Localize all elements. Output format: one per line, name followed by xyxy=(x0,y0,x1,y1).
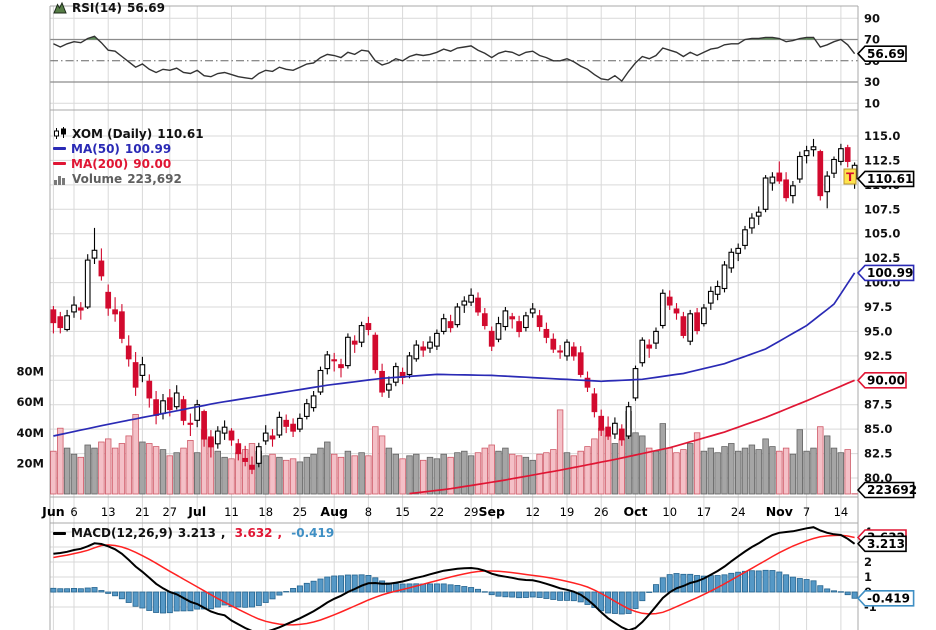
macd-sep1: , xyxy=(220,526,230,540)
svg-text:110.61: 110.61 xyxy=(867,172,913,186)
svg-text:80.0: 80.0 xyxy=(864,471,892,485)
macd-line-icon xyxy=(53,531,66,535)
rsi-legend-label: RSI(14) xyxy=(72,1,123,15)
svg-text:11: 11 xyxy=(224,505,239,519)
svg-text:10: 10 xyxy=(662,505,677,519)
svg-text:87.5: 87.5 xyxy=(864,398,892,412)
svg-text:Jul: Jul xyxy=(187,504,206,519)
ma200-value: 90.00 xyxy=(133,156,172,171)
candlestick-icon xyxy=(54,127,66,139)
rsi-legend: RSI(14) 56.69 xyxy=(53,1,165,15)
svg-text:56.69: 56.69 xyxy=(867,47,905,61)
svg-text:80M: 80M xyxy=(17,365,44,379)
svg-text:97.5: 97.5 xyxy=(864,300,892,314)
svg-text:1: 1 xyxy=(864,570,872,584)
svg-text:12: 12 xyxy=(525,505,540,519)
svg-text:107.5: 107.5 xyxy=(864,202,900,216)
svg-text:115.0: 115.0 xyxy=(864,129,900,143)
svg-text:30: 30 xyxy=(864,75,880,89)
svg-text:15: 15 xyxy=(395,505,410,519)
svg-text:29: 29 xyxy=(464,505,479,519)
price-legend-ma200-row: MA(200) 90.00 xyxy=(53,156,204,171)
svg-text:2: 2 xyxy=(864,555,872,569)
rsi-line xyxy=(53,35,856,82)
volume-bars xyxy=(50,409,858,495)
svg-text:24: 24 xyxy=(731,505,746,519)
svg-text:21: 21 xyxy=(135,505,150,519)
volume-label: Volume xyxy=(72,171,123,186)
macd-line xyxy=(53,526,856,630)
svg-text:13: 13 xyxy=(101,505,116,519)
rsi-overbought-fill xyxy=(53,36,855,40)
price-legend-ma50-row: MA(50) 100.99 xyxy=(53,141,204,156)
volume-bars-icon xyxy=(54,175,65,185)
svg-text:T: T xyxy=(846,170,854,184)
macd-signal-line xyxy=(53,534,855,626)
ma200-line-icon xyxy=(53,162,66,165)
last-price-value: 110.61 xyxy=(157,126,204,141)
svg-text:17: 17 xyxy=(697,505,712,519)
svg-text:90: 90 xyxy=(864,11,880,25)
macd-signal-value: 3.632 xyxy=(234,526,273,540)
svg-text:95.0: 95.0 xyxy=(864,324,892,338)
svg-text:14: 14 xyxy=(834,505,849,519)
ma50-value: 100.99 xyxy=(124,141,172,156)
ma50-line xyxy=(53,272,856,437)
svg-text:26: 26 xyxy=(594,505,609,519)
svg-text:7: 7 xyxy=(803,505,810,519)
rsi-area-icon xyxy=(53,1,67,14)
svg-text:19: 19 xyxy=(560,505,575,519)
svg-text:82.5: 82.5 xyxy=(864,447,892,461)
svg-text:10: 10 xyxy=(864,96,880,110)
svg-text:112.5: 112.5 xyxy=(864,153,900,167)
volume-value: 223,692 xyxy=(127,171,182,186)
svg-text:223692: 223692 xyxy=(867,483,917,497)
svg-text:Oct: Oct xyxy=(623,504,647,519)
svg-text:100.99: 100.99 xyxy=(867,266,913,280)
svg-text:40M: 40M xyxy=(17,426,44,440)
macd-legend: MACD(12,26,9) 3.213, 3.632, -0.419 xyxy=(53,526,334,540)
svg-text:Aug: Aug xyxy=(320,504,348,519)
rsi-legend-value: 56.69 xyxy=(127,1,165,15)
ma200-line xyxy=(409,379,855,495)
svg-text:90.00: 90.00 xyxy=(867,374,905,388)
svg-text:27: 27 xyxy=(162,505,177,519)
svg-text:92.5: 92.5 xyxy=(864,349,892,363)
price-legend: XOM (Daily) 110.61 MA(50) 100.99 MA(200) 90… xyxy=(53,126,204,186)
svg-text:60M: 60M xyxy=(17,395,44,409)
svg-text:Sep: Sep xyxy=(478,504,504,519)
price-legend-symbol-row: XOM (Daily) 110.61 xyxy=(53,126,204,141)
candlesticks xyxy=(50,138,858,475)
axis-callouts: 56.69110.61100.9990.002236923.6323.213-0… xyxy=(856,45,917,607)
macd-hist-value: -0.419 xyxy=(291,526,335,540)
svg-text:105.0: 105.0 xyxy=(864,227,900,241)
alert-marker-icon: T xyxy=(843,168,857,185)
svg-text:22: 22 xyxy=(430,505,445,519)
macd-value: 3.213 xyxy=(177,526,216,540)
ma50-line-icon xyxy=(53,147,66,150)
macd-sep2: , xyxy=(277,526,287,540)
svg-text:85.0: 85.0 xyxy=(864,422,892,436)
svg-text:6: 6 xyxy=(70,505,77,519)
ma200-label: MA(200) xyxy=(71,156,129,171)
symbol-label: XOM (Daily) xyxy=(72,126,153,141)
svg-text:102.5: 102.5 xyxy=(864,251,900,265)
svg-text:8: 8 xyxy=(365,505,372,519)
svg-text:3.213: 3.213 xyxy=(867,537,905,551)
svg-text:-0.419: -0.419 xyxy=(867,592,910,606)
price-legend-volume-row: Volume 223,692 xyxy=(53,171,204,186)
svg-text:18: 18 xyxy=(258,505,273,519)
macd-legend-label: MACD(12,26,9) xyxy=(71,526,173,540)
svg-text:25: 25 xyxy=(293,505,308,519)
svg-text:Nov: Nov xyxy=(766,504,793,519)
svg-text:70: 70 xyxy=(864,33,880,47)
svg-text:Jun: Jun xyxy=(41,504,64,519)
svg-text:20M: 20M xyxy=(17,456,44,470)
ma50-label: MA(50) xyxy=(71,141,120,156)
